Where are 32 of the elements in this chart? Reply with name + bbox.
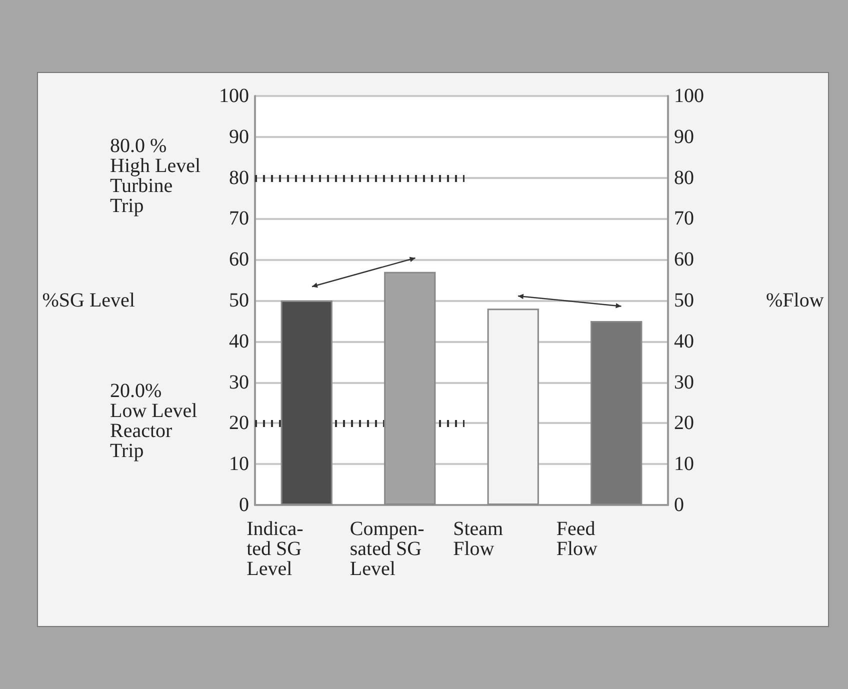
- y-axis-title: %SG Level: [42, 290, 136, 312]
- y-tick-label: 90: [229, 126, 249, 148]
- bar: [280, 300, 332, 505]
- y-tick-label: 60: [229, 248, 249, 271]
- y2-tick-label: 80: [674, 166, 694, 189]
- ref-line-label: 80.0 % High Level Turbine Trip: [110, 134, 201, 217]
- y2-tick-label: 20: [674, 412, 694, 434]
- y2-tick-label: 40: [674, 330, 694, 352]
- y-tick-label: 70: [229, 208, 249, 230]
- y-tick-label: 100: [219, 85, 249, 107]
- ref-line-label: 20.0% Low Level Reactor Trip: [110, 380, 198, 462]
- y2-tick-label: 0: [674, 494, 684, 516]
- y2-tick-label: 70: [674, 208, 694, 230]
- y-tick-label: 80: [229, 166, 249, 189]
- y-tick-label: 0: [239, 494, 249, 516]
- x-tick-label: Feed Flow: [556, 518, 598, 560]
- x-tick-label: Compen- sated SG Level: [350, 518, 424, 580]
- y2-tick-label: 60: [674, 248, 694, 271]
- x-tick-label: Steam Flow: [453, 518, 504, 560]
- y-tick-label: 30: [229, 371, 249, 394]
- y-tick-label: 10: [229, 453, 249, 476]
- y2-tick-label: 100: [674, 85, 704, 107]
- bar: [590, 320, 642, 505]
- y-tick-label: 20: [229, 412, 249, 434]
- y2-tick-label: 50: [674, 290, 694, 312]
- y2-tick-label: 10: [674, 453, 694, 476]
- y2-tick-label: 90: [674, 126, 694, 148]
- y2-axis-title: %Flow: [766, 290, 824, 312]
- y-tick-label: 40: [229, 330, 249, 352]
- y2-tick-label: 30: [674, 371, 694, 394]
- y-tick-label: 50: [229, 290, 249, 312]
- x-tick-label: Indica- ted SG Level: [246, 518, 304, 580]
